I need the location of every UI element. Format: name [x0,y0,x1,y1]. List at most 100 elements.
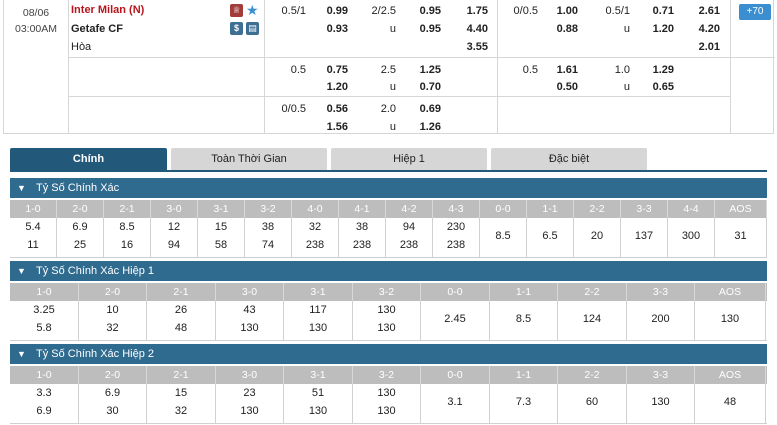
score-odds-cell[interactable]: 32 238 [292,218,339,258]
tab-first-half[interactable]: Hiệp 1 [331,148,487,170]
ft-1x2-draw-odds[interactable]: 3.55 [466,41,488,53]
score-odds-cell[interactable]: 130 [627,384,695,424]
draw-score-odds[interactable]: 130 [651,396,670,408]
draw-score-odds[interactable]: 6.5 [542,230,558,242]
tab-full-time[interactable]: Toàn Thời Gian [171,148,327,170]
draw-score-odds[interactable]: 31 [734,230,747,242]
score-odds-cell[interactable]: 2.45 [421,301,490,341]
home-score-odds[interactable]: 3.3 [36,387,52,399]
home-score-odds[interactable]: 23 [243,387,256,399]
score-odds-cell[interactable]: 51 130 [284,384,353,424]
ft-over-odds[interactable]: 0.69 [419,103,441,115]
section-header[interactable]: ▼ Tỷ Số Chính Xác Hiệp 2 [10,344,767,364]
favorite-star-icon[interactable]: ★ [246,2,259,18]
score-odds-cell[interactable]: 8.5 [490,301,558,341]
home-score-odds[interactable]: 8.5 [119,221,135,233]
score-odds-cell[interactable]: 130 [695,301,766,341]
away-score-odds[interactable]: 16 [120,239,134,251]
away-score-odds[interactable]: 130 [377,322,396,334]
away-score-odds[interactable]: 5.8 [36,322,52,334]
score-odds-cell[interactable]: 23 130 [216,384,284,424]
score-odds-cell[interactable]: 3.1 [421,384,490,424]
away-score-odds[interactable]: 130 [308,322,328,334]
h1-1x2-away-odds[interactable]: 4.20 [698,23,720,35]
score-odds-cell[interactable]: 31 [715,218,767,258]
draw-score-odds[interactable]: 137 [634,230,654,242]
away-team-name[interactable]: Getafe CF [71,23,123,35]
ft-under-odds[interactable]: 1.26 [419,121,441,133]
score-odds-cell[interactable]: 38 238 [339,218,386,258]
draw-score-odds[interactable]: 8.5 [495,230,511,242]
home-score-odds[interactable]: 117 [309,304,327,316]
home-score-odds[interactable]: 230 [446,221,466,233]
ft-handicap-away-odds[interactable]: 1.20 [326,81,348,93]
draw-score-odds[interactable]: 300 [681,230,701,242]
away-score-odds[interactable]: 48 [174,322,188,334]
score-odds-cell[interactable]: 94 238 [386,218,433,258]
away-score-odds[interactable]: 25 [73,239,87,251]
away-score-odds[interactable]: 32 [174,405,188,417]
score-odds-cell[interactable]: 43 130 [216,301,284,341]
more-markets-button[interactable]: +70 [739,4,771,20]
away-score-odds[interactable]: 130 [377,405,396,417]
score-odds-cell[interactable]: 10 32 [79,301,147,341]
score-odds-cell[interactable]: 5.4 11 [10,218,57,258]
score-odds-cell[interactable]: 15 32 [147,384,216,424]
section-header[interactable]: ▼ Tỷ Số Chính Xác Hiệp 1 [10,261,767,281]
score-odds-cell[interactable]: 300 [668,218,715,258]
score-odds-cell[interactable]: 130 130 [353,301,421,341]
score-odds-cell[interactable]: 230 238 [433,218,480,258]
home-score-odds[interactable]: 38 [261,221,275,233]
score-odds-cell[interactable]: 137 [621,218,668,258]
h1-1x2-draw-odds[interactable]: 2.01 [698,41,720,53]
stats-chart-icon[interactable]: ▤ [246,22,259,35]
score-odds-cell[interactable]: 38 74 [245,218,292,258]
h1-under-odds[interactable]: 0.65 [652,81,674,93]
score-odds-cell[interactable]: 12 94 [151,218,198,258]
tab-main[interactable]: Chính [10,148,167,170]
draw-score-odds[interactable]: 124 [582,313,602,325]
score-odds-cell[interactable]: 7.3 [490,384,558,424]
score-odds-cell[interactable]: 3.3 6.9 [10,384,79,424]
away-score-odds[interactable]: 238 [305,239,325,251]
score-odds-cell[interactable]: 6.5 [527,218,574,258]
away-score-odds[interactable]: 238 [352,239,372,251]
ft-handicap-home-odds[interactable]: 0.56 [326,103,348,115]
h1-handicap-home-odds[interactable]: 1.00 [556,5,578,17]
score-odds-cell[interactable]: 130 130 [353,384,421,424]
score-odds-cell[interactable]: 60 [558,384,627,424]
draw-score-odds[interactable]: 48 [723,396,737,408]
score-odds-cell[interactable]: 200 [627,301,695,341]
home-team-name[interactable]: Inter Milan (N) [71,4,145,16]
ft-handicap-away-odds[interactable]: 0.93 [326,23,348,35]
draw-score-odds[interactable]: 130 [720,313,740,325]
score-odds-cell[interactable]: 6.9 25 [57,218,104,258]
ft-under-odds[interactable]: 0.95 [419,23,441,35]
draw-score-odds[interactable]: 60 [585,396,599,408]
ft-handicap-away-odds[interactable]: 1.56 [326,121,348,133]
draw-score-odds[interactable]: 20 [590,230,604,242]
draw-score-odds[interactable]: 200 [651,313,670,325]
score-odds-cell[interactable]: 15 58 [198,218,245,258]
shirt-icon[interactable]: ♕ [230,4,243,17]
draw-score-odds[interactable]: 7.3 [515,396,532,408]
section-header[interactable]: ▼ Tỷ Số Chính Xác [10,178,767,198]
home-score-odds[interactable]: 10 [106,304,119,316]
score-odds-cell[interactable]: 6.9 30 [79,384,147,424]
home-score-odds[interactable]: 6.9 [104,387,121,399]
home-score-odds[interactable]: 43 [243,304,256,316]
away-score-odds[interactable]: 238 [399,239,419,251]
draw-score-odds[interactable]: 8.5 [515,313,532,325]
home-score-odds[interactable]: 94 [402,221,416,233]
home-score-odds[interactable]: 15 [214,221,228,233]
ft-under-odds[interactable]: 0.70 [419,81,441,93]
home-score-odds[interactable]: 15 [174,387,188,399]
away-score-odds[interactable]: 94 [167,239,181,251]
score-odds-cell[interactable]: 117 130 [284,301,353,341]
h1-over-odds[interactable]: 0.71 [652,5,674,17]
away-score-odds[interactable]: 30 [106,405,119,417]
draw-score-odds[interactable]: 2.45 [444,313,466,325]
home-score-odds[interactable]: 51 [311,387,325,399]
h1-handicap-away-odds[interactable]: 0.50 [556,81,578,93]
ft-handicap-home-odds[interactable]: 0.75 [326,64,348,76]
